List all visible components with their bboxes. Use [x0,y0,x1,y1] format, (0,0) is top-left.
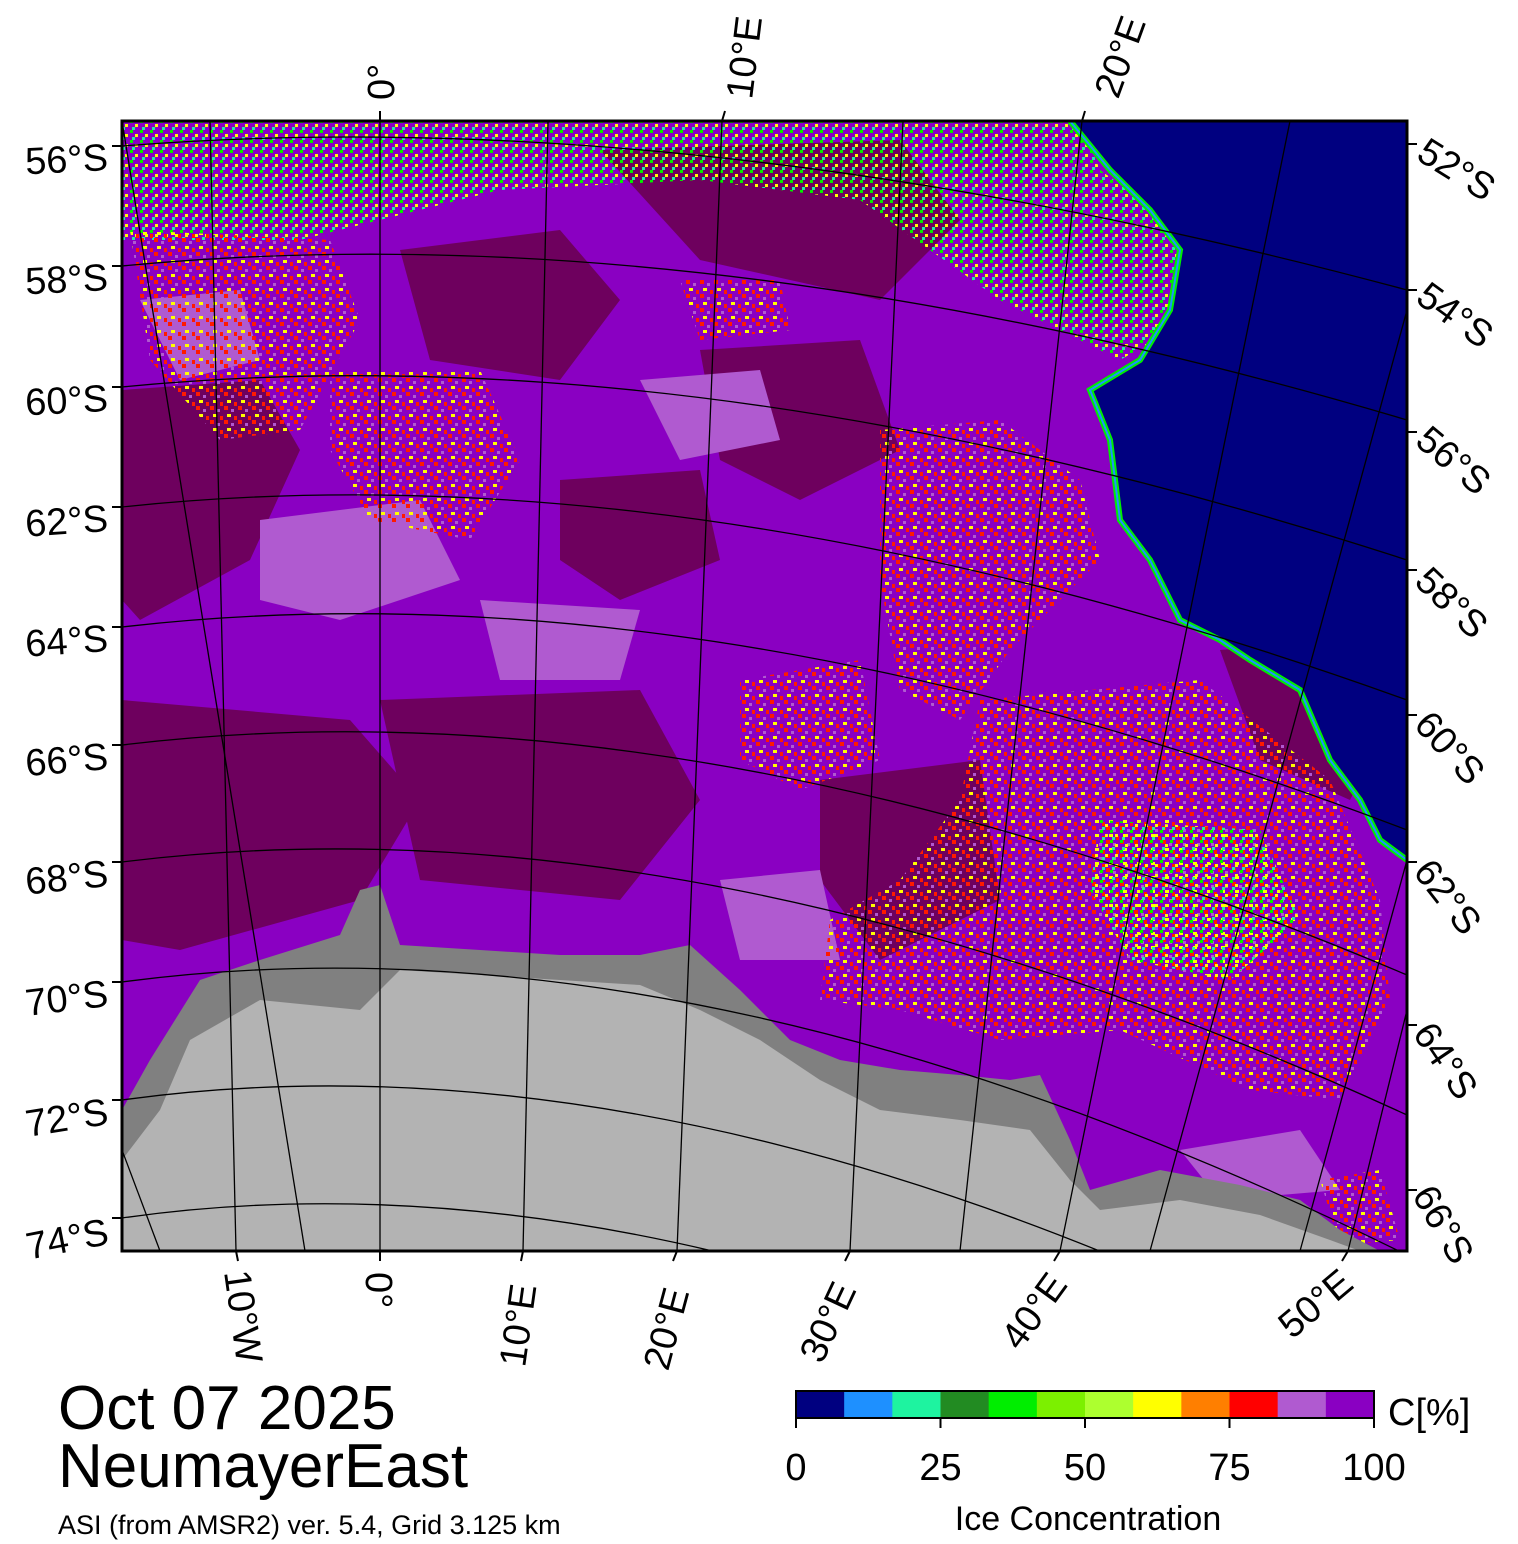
colorbar: C[%] 0 25 50 75 100 Ice Concentration [785,1390,1470,1538]
lat-label: 70°S [23,973,110,1025]
colorbar-ticks [795,1418,1375,1428]
marginal-ice-zones [122,121,1400,1245]
colorbar-swatch [1133,1391,1182,1418]
colorbar-swatch [892,1391,941,1418]
graticule [122,121,1407,1251]
lon-label: 10°E [719,14,771,101]
region-name: NeumayerEast [58,1432,469,1501]
lon-label: 50°E [1271,1261,1361,1346]
bottom-longitude-labels: 10°W 0° 10°E 20°E 30°E 40°E 50°E [215,1261,1361,1374]
lat-label: 62°S [1405,852,1489,943]
colorbar-swatch [1229,1391,1279,1418]
lon-label: 10°W [215,1267,270,1365]
colorbar-tick-labels: 0 25 50 75 100 [785,1447,1405,1489]
lon-label: 20°E [636,1283,698,1374]
colorbar-swatch [1085,1391,1134,1418]
data-source: ASI (from AMSR2) ver. 5.4, Grid 3.125 km [58,1510,561,1540]
colorbar-unit-label: C[%] [1388,1392,1470,1434]
map-content [122,121,1407,1251]
open-water [1070,121,1407,860]
lat-label: 68°S [23,853,110,903]
lat-label: 72°S [23,1091,111,1145]
lat-label: 62°S [24,498,110,546]
lat-label: 56°S [1408,418,1498,503]
lat-label: 56°S [24,137,109,183]
map-frame [120,119,1409,1253]
colorbar-swatch [1325,1391,1375,1418]
colorbar-swatch [1277,1391,1327,1418]
top-longitude-labels: 0° 10°E 20°E [361,11,1155,103]
tick-marks [112,110,1417,1262]
colorbar-tick-label: 75 [1208,1447,1250,1489]
colorbar-tick-label: 25 [919,1447,961,1489]
colorbar-swatch [1036,1391,1086,1418]
colorbar-swatch [988,1391,1038,1418]
lat-label: 64°S [1404,1015,1485,1107]
colorbar-tick-label: 100 [1342,1447,1405,1489]
colorbar-title: Ice Concentration [955,1500,1222,1538]
meridians [122,121,1407,1251]
colorbar-swatch [1181,1391,1230,1418]
lat-label: 58°S [1407,559,1496,647]
colorbar-tick-label: 50 [1064,1447,1106,1489]
lat-label: 66°S [1404,1179,1482,1272]
colorbar-swatch [796,1391,845,1418]
map-date: Oct 07 2025 [58,1374,396,1443]
lat-label: 60°S [24,378,109,424]
lon-label: 20°E [1087,11,1155,103]
colorbar-swatch [940,1391,990,1418]
lat-label: 64°S [24,618,110,666]
lon-label: 0° [361,64,403,100]
lat-label: 52°S [1410,130,1502,210]
colorbar-tick-label: 0 [785,1447,806,1489]
land-ice [122,970,1360,1251]
lat-label: 66°S [24,736,110,785]
parallels [122,136,1407,1251]
lon-label: 30°E [792,1276,865,1369]
colorbar-swatches [796,1391,1375,1418]
right-latitude-labels: 52°S 54°S 56°S 58°S 60°S 62°S 64°S 66°S [1404,130,1503,1271]
left-latitude-labels: 56°S 58°S 60°S 62°S 64°S 66°S 68°S 70°S … [23,137,112,1268]
lon-label: 0° [357,1272,399,1308]
lon-label: 10°E [492,1281,545,1369]
lat-label: 60°S [1406,704,1493,794]
lat-label: 74°S [23,1211,112,1268]
lon-label: 40°E [993,1266,1076,1358]
ice-edge-inner [1069,121,1407,861]
lat-label: 58°S [24,257,109,303]
lat-label: 54°S [1409,274,1501,357]
colorbar-swatch [844,1391,893,1418]
